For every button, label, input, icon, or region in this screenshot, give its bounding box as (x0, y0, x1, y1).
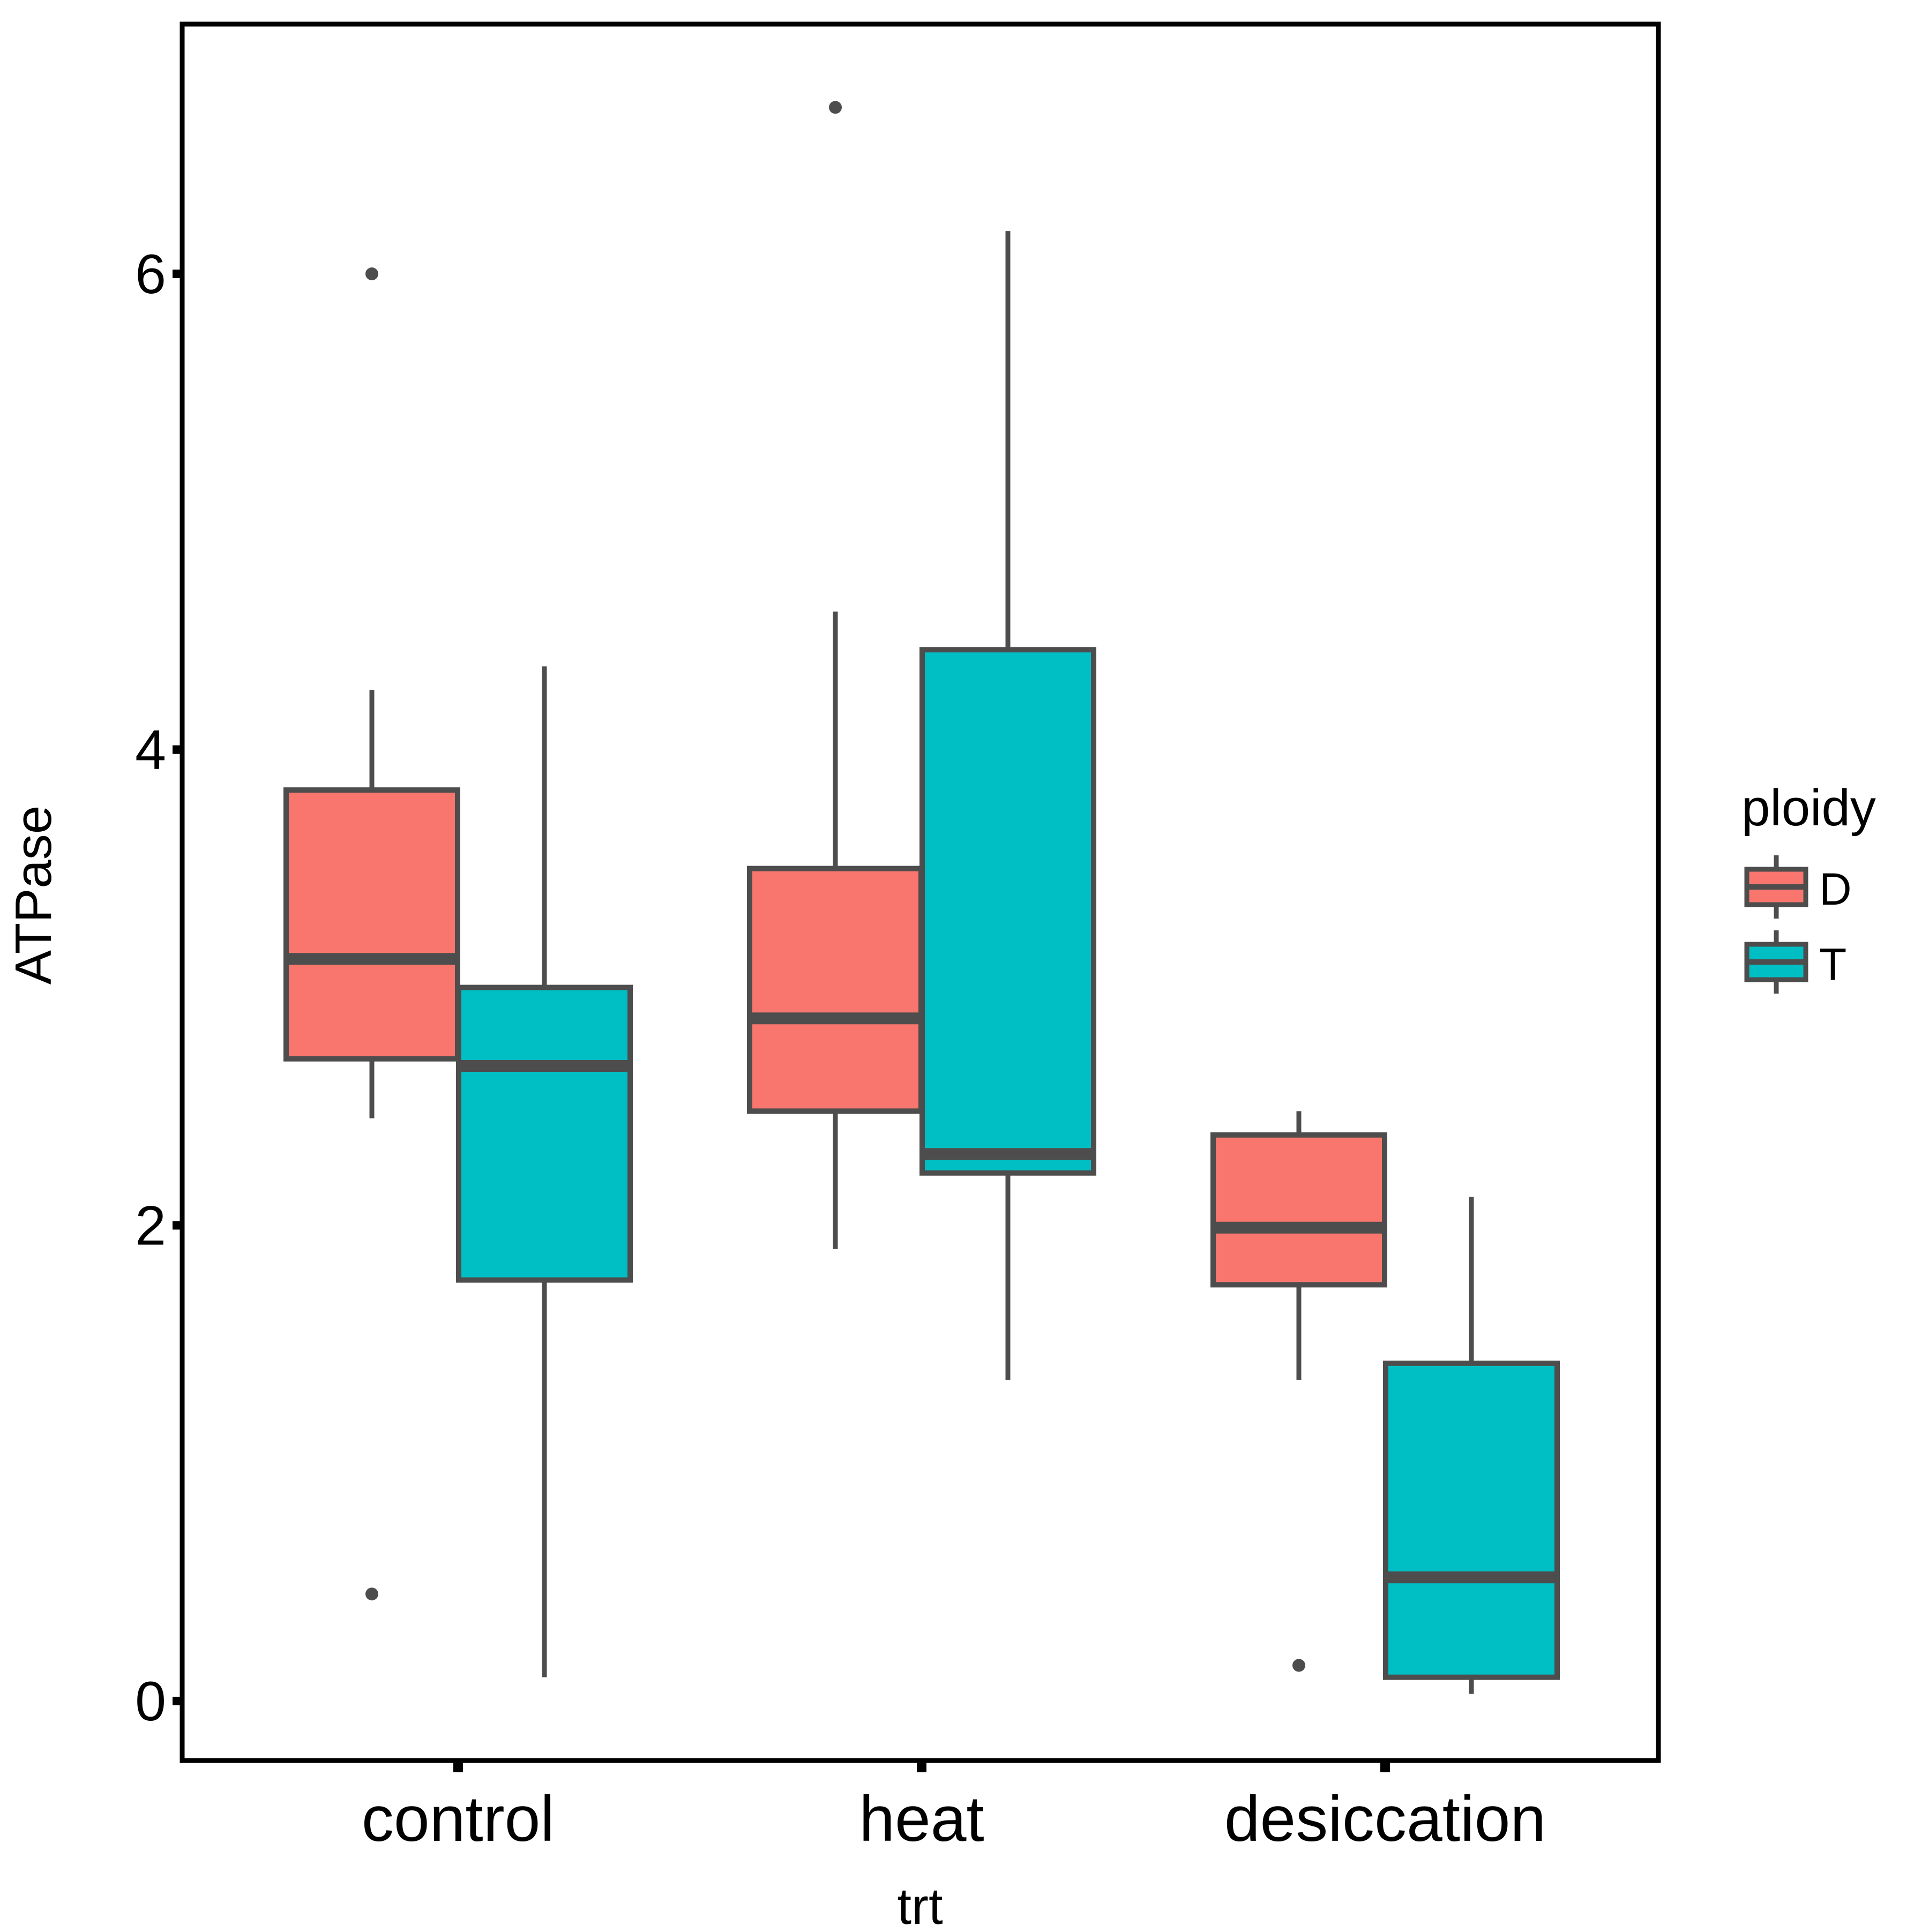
y-tick-label: 2 (135, 1195, 166, 1257)
outlier-point (365, 1587, 378, 1601)
legend-entry-D: D (1744, 855, 1852, 919)
outlier-point (829, 101, 842, 114)
box-D-control (283, 267, 460, 1601)
x-axis-title: trt (897, 1878, 943, 1929)
x-tick-label: desiccation (1224, 1783, 1546, 1855)
outlier-point (365, 267, 378, 281)
y-tick-label: 0 (135, 1670, 166, 1733)
x-axis: control heat desiccation (362, 1761, 1546, 1855)
y-axis-title: ATPase (5, 805, 62, 984)
box-D-heat (747, 101, 924, 1249)
box-iqr (747, 866, 924, 1114)
box-iqr (919, 647, 1096, 1176)
box-iqr (283, 787, 460, 1062)
y-tick-label: 4 (135, 719, 166, 781)
x-tick-label: control (362, 1783, 555, 1855)
box-iqr (1383, 1360, 1560, 1680)
legend-title: ploidy (1741, 779, 1876, 837)
box-T-control (456, 666, 633, 1677)
box-D-desiccation (1210, 1111, 1387, 1672)
x-tick-label: heat (859, 1783, 984, 1855)
legend-label: T (1819, 939, 1846, 989)
legend-entry-T: T (1744, 930, 1846, 994)
y-tick-label: 6 (135, 243, 166, 305)
y-axis: 0 2 4 6 (135, 243, 182, 1733)
box-T-heat (919, 231, 1096, 1380)
box-iqr (1210, 1132, 1387, 1288)
plot-panel (180, 21, 1661, 1763)
legend: ploidy DT (1741, 779, 1876, 994)
box-iqr (456, 984, 633, 1283)
outlier-point (1292, 1659, 1305, 1672)
series-D (283, 101, 1387, 1672)
box-T-desiccation (1383, 1197, 1560, 1694)
legend-label: D (1819, 864, 1852, 914)
series-T (456, 231, 1560, 1694)
